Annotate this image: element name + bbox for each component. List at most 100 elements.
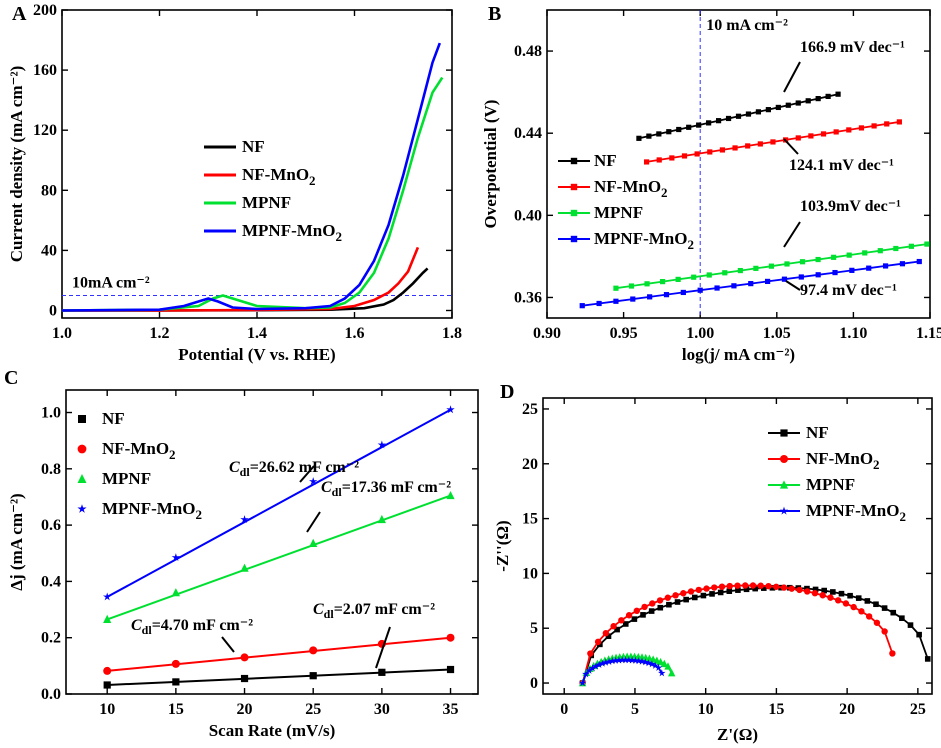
- data-point: [832, 269, 838, 276]
- y-tick-label: 0.0: [41, 686, 61, 703]
- data-point: [717, 589, 724, 596]
- data-point: [641, 603, 648, 611]
- data-point: [644, 281, 650, 287]
- data-point: [664, 594, 671, 601]
- data-point: [757, 582, 764, 589]
- data-point: [820, 131, 827, 137]
- data-point: [775, 104, 781, 111]
- data-point: [694, 151, 700, 157]
- data-point: [377, 440, 387, 449]
- panel-letter: B: [488, 3, 501, 25]
- y-axis-label: Δj (mA cm⁻²): [7, 493, 26, 590]
- data-point: [703, 585, 710, 592]
- annotation-leader: [783, 138, 799, 155]
- data-point: [696, 122, 702, 128]
- data-point: [610, 623, 617, 630]
- data-point: [643, 159, 650, 165]
- annotation-leader: [375, 626, 391, 669]
- x-tick-label: 1.6: [345, 325, 365, 342]
- data-point: [871, 123, 877, 129]
- data-point: [827, 594, 834, 601]
- data-point: [855, 595, 862, 601]
- annotation-leader: [221, 636, 235, 653]
- data-point: [618, 656, 626, 664]
- data-point: [916, 631, 922, 638]
- data-point: [742, 582, 749, 589]
- data-point: [745, 111, 752, 117]
- data-point: [770, 139, 776, 145]
- annotation-leader: [785, 280, 801, 291]
- y-tick-label: 0: [530, 675, 538, 692]
- series-line-mpnf-mno2: [61, 42, 442, 312]
- y-tick-label: 0.2: [41, 630, 61, 647]
- data-point: [674, 599, 681, 605]
- x-tick-label: 0.95: [610, 325, 638, 342]
- y-tick-label: 80: [41, 182, 57, 199]
- data-point: [585, 666, 593, 674]
- legend-label: MPNF: [242, 193, 291, 212]
- data-point: [831, 254, 837, 260]
- y-tick-label: 0.48: [514, 43, 542, 60]
- fit-line-nf: [107, 668, 451, 686]
- reference-label: 10 mA cm⁻²: [706, 17, 788, 34]
- panel-letter: A: [12, 3, 27, 25]
- legend-label: MPNF: [806, 475, 855, 494]
- data-point: [821, 587, 828, 594]
- data-point: [611, 656, 620, 664]
- data-point: [838, 590, 845, 597]
- fit-line-mpnf: [106, 494, 451, 621]
- data-point: [640, 612, 646, 618]
- data-point: [625, 612, 633, 619]
- y-axis-label: -Z''(Ω): [493, 520, 512, 571]
- data-point: [825, 93, 831, 99]
- data-point: [594, 638, 602, 646]
- data-point: [850, 603, 857, 611]
- data-point: [811, 589, 819, 597]
- plot-frame: [65, 389, 479, 695]
- legend-marker: [77, 474, 87, 483]
- data-point: [881, 605, 888, 611]
- x-tick-label: 1.4: [247, 325, 267, 342]
- data-point: [700, 592, 707, 599]
- data-point: [578, 679, 587, 687]
- data-point: [858, 125, 865, 131]
- data-point: [924, 241, 930, 247]
- x-tick-label: 15: [768, 701, 784, 718]
- data-point: [592, 662, 600, 670]
- data-point: [631, 656, 640, 664]
- data-point: [596, 300, 602, 307]
- data-point: [924, 656, 931, 662]
- data-point: [805, 98, 811, 104]
- data-point: [660, 659, 668, 668]
- slope-annotation: 103.9mV dec⁻¹: [800, 198, 901, 215]
- data-point: [798, 274, 804, 280]
- legend-label: NF-MnO2: [242, 165, 316, 188]
- data-point: [743, 586, 750, 593]
- panel-a: 1.0 1.2 1.4 1.6 1.8 0 40 80 120 160 200 A Potential …: [7, 2, 462, 364]
- data-point: [172, 678, 180, 686]
- data-point: [657, 604, 664, 611]
- data-point: [711, 584, 718, 591]
- data-point: [815, 256, 821, 263]
- panel-d: 0 5 10 15 20 25 0 5 10 15 20 25 D Z'(Ω) -Z''(Ω) NF NF-Mn…: [493, 381, 933, 744]
- data-point: [799, 259, 806, 265]
- data-point: [719, 147, 726, 153]
- data-point: [761, 585, 767, 591]
- slope-annotation: 97.4 mV dec⁻¹: [800, 282, 897, 299]
- data-point: [658, 669, 666, 677]
- data-point: [605, 633, 612, 640]
- slope-annotation: 124.1 mV dec⁻¹: [789, 157, 894, 174]
- annotation-leader: [783, 221, 801, 248]
- x-axis-label: Z'(Ω): [717, 725, 758, 744]
- data-point: [446, 405, 455, 414]
- y-axis-label: Current density (mA cm⁻²): [7, 66, 26, 262]
- data-point: [757, 141, 763, 147]
- capacitance-annotation: Cdl=4.70 mF cm⁻²: [131, 617, 253, 637]
- plot-frame: [546, 9, 931, 319]
- legend-label: MPNF-MnO2: [806, 501, 906, 524]
- data-point: [726, 588, 733, 594]
- legend-marker: [779, 480, 789, 489]
- x-tick-label: 10: [698, 701, 714, 718]
- data-point: [659, 279, 666, 285]
- legend-label: MPNF: [102, 469, 151, 488]
